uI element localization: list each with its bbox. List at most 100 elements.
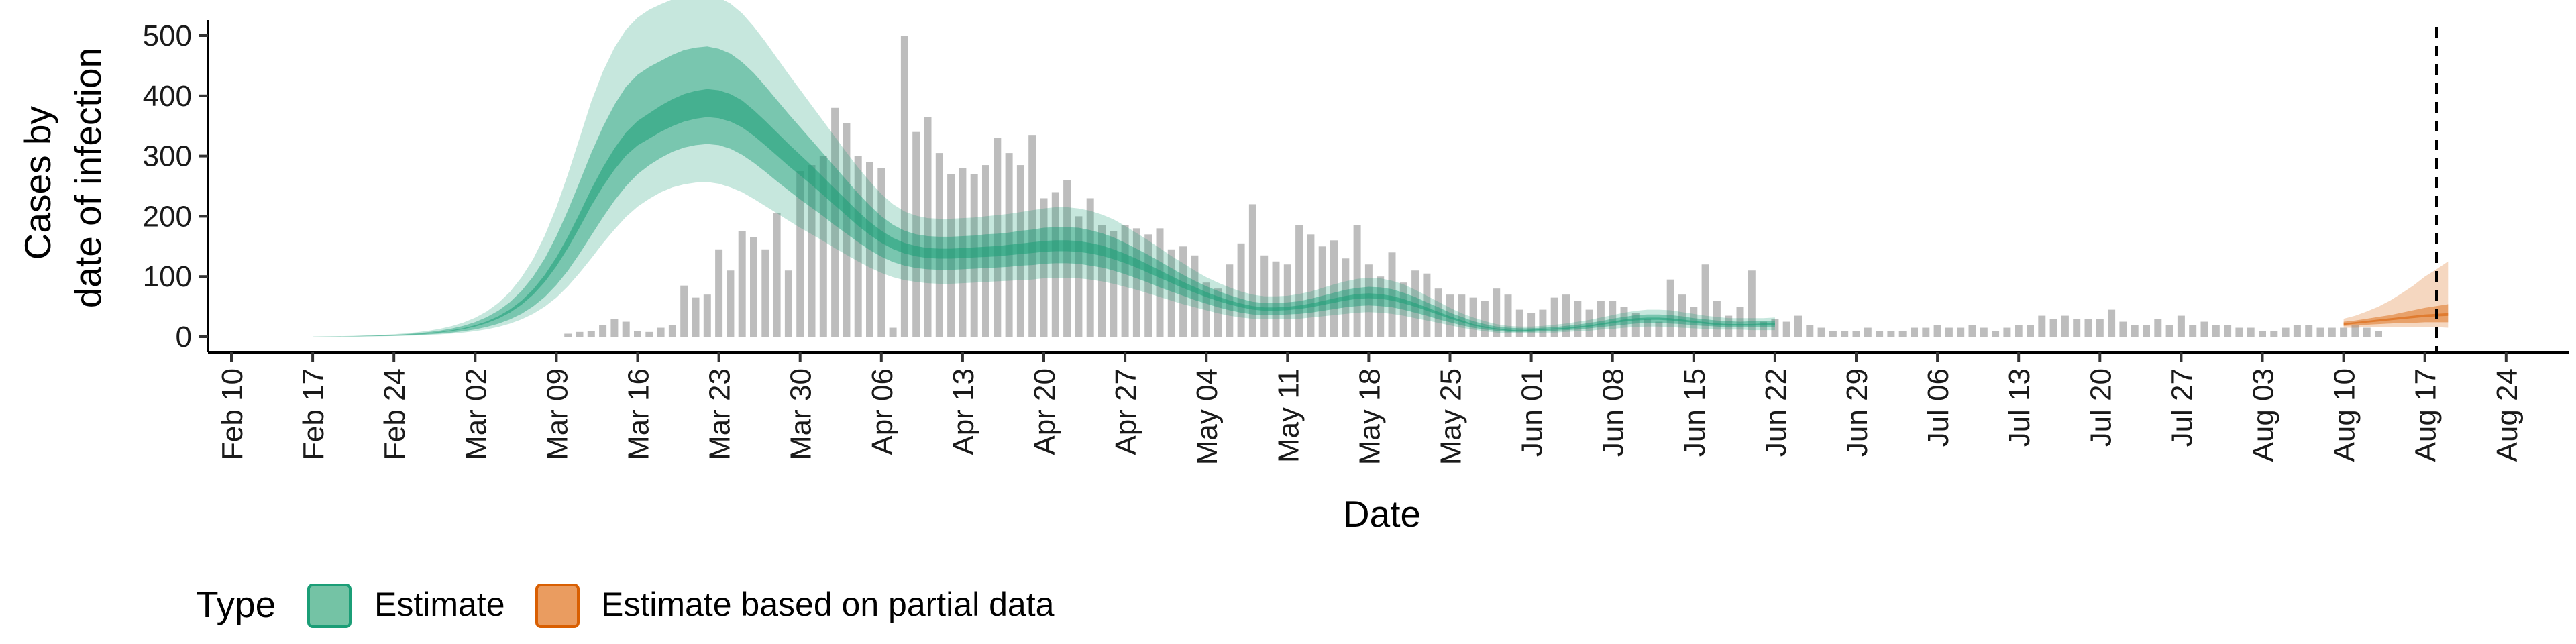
reported-cases-bar — [634, 331, 641, 337]
reported-cases-bar — [2305, 325, 2313, 337]
reported-cases-bar — [668, 325, 676, 337]
legend-title: Type — [196, 584, 276, 625]
reported-cases-bar — [1864, 327, 1872, 337]
legend: Type Estimate Estimate based on partial … — [196, 584, 1055, 628]
x-tick-label: Jul 20 — [2084, 368, 2117, 447]
reported-cases-bar — [2293, 325, 2301, 337]
reported-cases-bar — [1469, 297, 1477, 337]
reported-cases-bar — [900, 36, 908, 337]
y-tick-label: 400 — [143, 80, 192, 113]
reported-cases-bar — [1655, 321, 1663, 337]
reported-cases-bar — [1597, 301, 1605, 337]
reported-cases-bar — [1330, 240, 1338, 337]
reported-cases-bar — [2049, 319, 2057, 337]
reported-cases-bar — [1237, 243, 1245, 337]
reported-cases-bar — [1272, 261, 1280, 337]
partial-estimate-90-ribbon — [2343, 261, 2449, 328]
reported-cases-bar — [2177, 315, 2185, 337]
x-tick-label: Mar 23 — [704, 368, 737, 460]
reported-cases-bar — [1364, 264, 1373, 337]
reported-cases-bar — [2189, 325, 2197, 337]
reported-cases-bar — [866, 162, 873, 337]
reported-cases-bar — [680, 285, 688, 337]
reported-cases-bar — [1446, 294, 1454, 337]
reported-cases-bar — [1922, 327, 1930, 337]
reported-cases-bar — [622, 321, 630, 337]
reported-cases-bar — [1191, 255, 1199, 337]
legend-label-partial-estimate: Estimate based on partial data — [601, 586, 1055, 623]
reported-cases-bar — [2375, 331, 2382, 337]
reported-cases-bar — [761, 249, 769, 337]
reported-cases-bar — [1295, 225, 1303, 337]
reported-cases-bar — [1179, 246, 1187, 337]
x-tick-label: Mar 02 — [460, 368, 492, 460]
reported-cases-bar — [2165, 325, 2174, 337]
x-tick-label: Feb 17 — [297, 368, 330, 460]
reported-cases-bar — [1550, 297, 1558, 337]
x-tick-label: Jun 08 — [1597, 368, 1630, 457]
reported-cases-bar — [994, 138, 1002, 337]
reported-cases-bar — [1829, 331, 1837, 337]
reported-cases-bar — [564, 333, 572, 337]
x-tick-label: Jul 06 — [1922, 368, 1955, 447]
reported-cases-bar — [2038, 315, 2046, 337]
reported-cases-bar — [2224, 325, 2232, 337]
reported-cases-bar — [796, 171, 804, 337]
reported-cases-bar — [1945, 327, 1953, 337]
x-tick-label: Jul 27 — [2165, 368, 2198, 447]
x-tick-label: Jul 13 — [2003, 368, 2036, 447]
reported-cases-bar — [819, 156, 827, 337]
reported-cases-bar — [1260, 255, 1269, 337]
reported-cases-bar — [831, 107, 839, 337]
reported-cases-bar — [692, 297, 700, 337]
axes — [207, 20, 2569, 354]
y-tick-label: 500 — [143, 19, 192, 52]
reported-cases-bar — [1144, 234, 1152, 337]
x-tick-label: Mar 16 — [623, 368, 655, 460]
reported-cases-bar — [1760, 321, 1768, 337]
reported-cases-bar — [1388, 252, 1396, 337]
reported-cases-bar — [889, 327, 897, 337]
x-tick-label: Feb 24 — [378, 368, 411, 460]
x-axis-ticks: Feb 10 Feb 17 Feb 24 Mar 02 Mar 09 Mar 16 Mar … — [216, 352, 2524, 465]
reported-cases-bar — [912, 131, 920, 337]
reported-cases-bar — [1504, 294, 1512, 337]
y-axis-ticks: 0 100 200 300 400 500 — [143, 19, 208, 354]
reported-cases-bar — [808, 165, 816, 337]
reported-cases-bar — [2316, 327, 2324, 337]
reported-cases-bar — [1620, 307, 1628, 337]
reported-cases-bar — [1841, 331, 1849, 337]
reported-cases-bar — [1051, 192, 1059, 337]
reported-cases-bar — [1399, 282, 1407, 337]
reported-cases-bar — [1121, 225, 1129, 337]
y-axis-title-line-1: Cases by — [17, 106, 58, 260]
reported-cases-bar — [1423, 273, 1431, 337]
partial-estimate-50-ribbon — [2343, 304, 2449, 326]
reported-cases-bar — [2027, 325, 2034, 337]
reported-cases-bar — [727, 270, 735, 337]
reported-cases-bar — [1771, 319, 1779, 337]
reported-cases-bar — [1515, 309, 1523, 337]
reported-cases-bar — [1585, 309, 1593, 337]
reported-cases-bar — [1028, 135, 1036, 337]
reported-cases-bar — [1933, 325, 1941, 337]
reported-cases-bar — [854, 156, 862, 337]
reported-cases-bar — [1493, 288, 1501, 337]
reported-cases-bar — [1701, 264, 1709, 337]
reported-cases-bar — [2108, 309, 2116, 337]
reported-cases-bar — [1075, 216, 1083, 337]
reported-cases-bar — [2143, 325, 2150, 337]
x-tick-label: Aug 17 — [2410, 368, 2443, 462]
x-tick-label: Mar 30 — [785, 368, 818, 460]
reported-cases-bar — [750, 237, 757, 337]
x-tick-label: May 11 — [1272, 368, 1305, 463]
reported-cases-bar — [1876, 331, 1884, 337]
reported-cases-bar — [2096, 319, 2104, 337]
reported-cases-bar — [935, 153, 943, 337]
x-tick-label: Apr 13 — [947, 368, 980, 455]
reported-cases-bar — [599, 325, 607, 337]
reported-cases-bar — [2200, 321, 2208, 337]
x-tick-label: May 25 — [1435, 368, 1468, 465]
reported-cases-bar — [843, 123, 851, 337]
